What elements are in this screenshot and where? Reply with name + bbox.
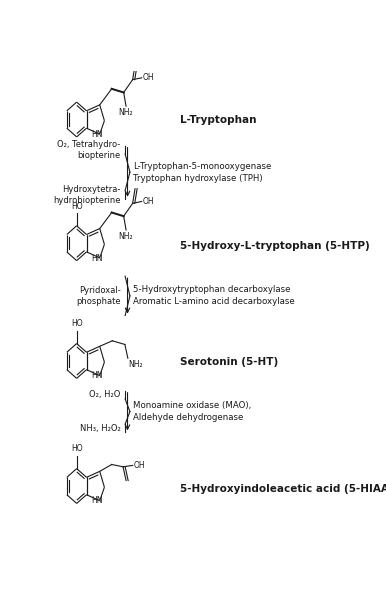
Text: L-Tryptophan-5-monooxygenase
Tryptophan hydroxylase (TPH): L-Tryptophan-5-monooxygenase Tryptophan … xyxy=(133,162,271,183)
Text: OH: OH xyxy=(142,197,154,206)
Text: NH₂: NH₂ xyxy=(119,108,134,117)
Text: Serotonin (5-HT): Serotonin (5-HT) xyxy=(180,358,278,367)
Text: Hydroxytetra-
hydrobiopterine: Hydroxytetra- hydrobiopterine xyxy=(53,184,121,205)
Text: OH: OH xyxy=(142,73,154,82)
Text: NH₃, H₂O₂: NH₃, H₂O₂ xyxy=(80,424,121,433)
Text: HN: HN xyxy=(91,253,103,262)
Text: HN: HN xyxy=(91,496,103,505)
Text: O₂, H₂O: O₂, H₂O xyxy=(89,390,121,399)
Text: HN: HN xyxy=(91,371,103,380)
Text: 5-Hydroxy-L-tryptophan (5-HTP): 5-Hydroxy-L-tryptophan (5-HTP) xyxy=(180,242,370,252)
Text: OH: OH xyxy=(133,461,145,470)
Text: NH₂: NH₂ xyxy=(119,231,134,241)
Text: Monoamine oxidase (MAO),
Aldehyde dehydrogenase: Monoamine oxidase (MAO), Aldehyde dehydr… xyxy=(133,401,251,422)
Text: 5-Hydroxyindoleacetic acid (5-HIAA): 5-Hydroxyindoleacetic acid (5-HIAA) xyxy=(180,484,386,494)
Text: 5-Hydroxytryptophan decarboxylase
Aromatic L-amino acid decarboxylase: 5-Hydroxytryptophan decarboxylase Aromat… xyxy=(133,286,295,306)
Text: HO: HO xyxy=(71,202,83,211)
Text: L-Tryptophan: L-Tryptophan xyxy=(180,114,256,124)
Text: HN: HN xyxy=(91,130,103,139)
Text: Pyridoxal-
phosphate: Pyridoxal- phosphate xyxy=(76,286,121,306)
Text: NH₂: NH₂ xyxy=(129,361,143,369)
Text: O₂, Tetrahydro-
biopterine: O₂, Tetrahydro- biopterine xyxy=(58,140,121,160)
Text: HO: HO xyxy=(71,320,83,328)
Text: HO: HO xyxy=(71,444,83,453)
